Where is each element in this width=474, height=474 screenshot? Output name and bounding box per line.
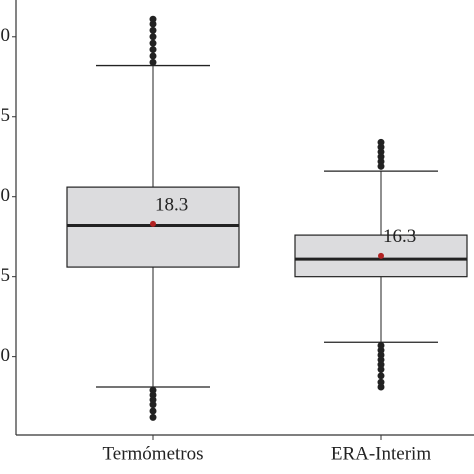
x-tick-label: ERA-Interim [331,443,431,464]
outlier [377,361,385,369]
outlier [149,52,157,60]
outlier [377,365,385,373]
x-tick-label: Termómetros [102,443,203,464]
outlier [377,378,385,386]
y-tick-label: 25 [0,105,10,126]
outlier [377,153,385,161]
y-tick-label: 15 [0,265,10,286]
mean-label: 16.3 [383,226,416,247]
outlier [377,356,385,364]
y-tick-label: 30 [0,25,10,46]
outlier [149,401,157,409]
mean-point [378,252,384,259]
outlier [149,386,157,394]
outlier [149,15,157,23]
outlier [149,391,157,399]
mean-point [150,220,156,227]
mean-label: 18.3 [155,194,188,215]
outlier [377,341,385,349]
outlier [149,396,157,404]
outlier [377,383,385,391]
outlier [149,46,157,54]
outlier [149,33,157,41]
outlier [149,413,157,421]
box [66,186,240,268]
outlier [377,143,385,151]
outlier [149,58,157,66]
outlier [149,39,157,47]
outlier [377,351,385,359]
outlier [377,138,385,146]
outlier [377,158,385,166]
outlier [377,346,385,354]
outlier [377,148,385,156]
y-tick-label: 20 [0,185,10,206]
outlier [377,162,385,170]
outlier [377,372,385,380]
y-tick-label: 10 [0,345,10,366]
outlier [149,407,157,415]
outlier [149,26,157,34]
outlier [149,20,157,28]
